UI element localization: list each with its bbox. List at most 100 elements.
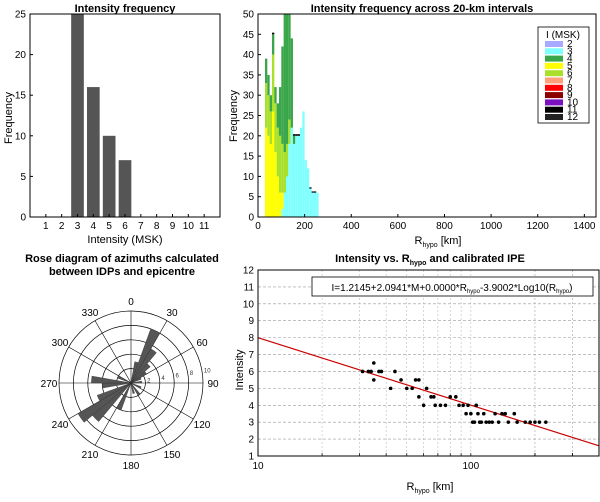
bar-segment-i5 [274,152,277,217]
panel3-title-line1: Rose diagram of azimuths calculated [25,253,219,265]
data-point [472,420,477,424]
data-point [487,420,492,424]
data-point [490,420,495,424]
panel1-title: Intensity frequency [75,3,177,15]
xtick-label: 9 [170,221,176,232]
ytick-label: 7 [248,350,254,361]
rose-radial-label: 2 [147,378,151,384]
panel-intensity-vs-distance: Intensity vs. R hypo and calibrated IPE I… [234,253,600,495]
data-point [469,411,473,416]
data-point [523,420,527,424]
panel2-xlabel-unit: [km] [438,235,462,247]
data-point [443,403,448,408]
ytick-label: 9 [248,316,254,327]
ytick-label: 40 [243,50,255,61]
bar-segment-i5 [264,127,268,217]
bar-segment-i5 [281,192,284,209]
bar-segment-i6 [288,119,291,144]
eq-sub2: hypo [556,289,570,295]
data-point [484,420,488,424]
legend-swatch-7 [545,77,563,84]
data-point [369,369,373,374]
rose-sector-85 [130,380,143,384]
data-point [512,411,517,416]
xtick-label: 8 [154,221,160,232]
bar-segment-i11 [309,187,312,189]
xtick-label: 11 [199,221,210,232]
rose-spoke [94,320,132,384]
rose-radial-label: 6 [176,373,180,379]
bar-segment-i4 [290,38,293,128]
bar-intensity-5 [102,135,116,217]
rose-angle-label: 0 [128,297,134,308]
data-point [500,411,504,416]
bar-segment-i11 [292,134,296,136]
rose-angle-label: 180 [123,461,140,472]
data-point [433,403,438,408]
eq-part1: I=1.2145+2.0941*M+0.0000*R [332,283,467,294]
data-point [476,411,480,416]
legend-swatch-4 [545,55,563,62]
panel4-frame [257,269,600,457]
rose-radial-label: 10 [204,368,211,374]
panel4-title-main: Intensity vs. R [335,253,410,265]
data-point [479,420,484,424]
bar-segment-i11 [311,191,314,193]
panel2-ylabel: Frequency [228,90,240,142]
legend-label-7: 7 [567,76,573,87]
bar-segment-i6 [281,143,284,193]
data-point [493,411,497,416]
bar-segment-i3 [299,127,303,217]
bar-segment-i11 [313,191,317,193]
rose-sector-115 [130,382,142,389]
ytick-label: 6 [248,367,254,378]
panel3-title-line2: between IDPs and epicentre [49,266,195,278]
rose-sector-145 [130,382,141,396]
xtick-label: 800 [436,221,453,232]
data-point [461,403,465,408]
xtick-label: 5 [106,221,112,232]
bar-segment-i3 [309,188,312,217]
data-point [457,403,461,408]
xtick-label: 10 [183,221,195,232]
data-point [388,386,393,391]
data-point [410,386,414,391]
data-point [464,411,468,416]
data-point [432,395,436,399]
ytick-label: 10 [243,299,255,310]
rose-sector-295 [117,375,132,384]
panel-intensity-frequency: Intensity frequency Frequency Intensity … [3,3,221,246]
legend-label-12: 12 [567,112,579,123]
bar-segment-i4 [288,14,291,120]
legend-label-11: 11 [567,105,578,116]
xtick-label: 4 [91,221,97,232]
ytick-label: 35 [243,70,255,81]
ytick-label: 25 [243,111,255,122]
rose-angle-label: 150 [164,450,181,461]
panel4-title-tail: and calibrated IPE [426,253,524,265]
ytick-label: 20 [243,131,255,142]
panel4-xlabel-unit: [km] [430,481,454,493]
bar-segment-i3 [313,192,317,217]
legend-label-5: 5 [567,61,573,72]
data-point [417,378,421,382]
bar-segment-i3 [283,192,286,217]
bar-segment-i3 [297,135,300,217]
bar-segment-i3 [304,160,307,217]
rose-angle-label: 60 [196,338,208,349]
bar-segment-i3 [316,192,319,217]
legend-label-9: 9 [567,90,573,101]
ytick-label: 11 [244,282,255,293]
legend-swatch-3 [545,48,563,55]
bar-segment-i4 [278,87,282,136]
bar-segment-i4 [292,135,296,144]
rose-angle-label: 300 [52,338,69,349]
bar-segment-i4 [274,87,277,104]
data-point [506,420,511,424]
bar-segment-i6 [285,143,289,177]
bar-segment-i3 [306,168,310,217]
data-point [424,386,429,391]
eq-part2: -3.9002*Log10(R [480,283,556,294]
equation-frame [311,276,594,297]
